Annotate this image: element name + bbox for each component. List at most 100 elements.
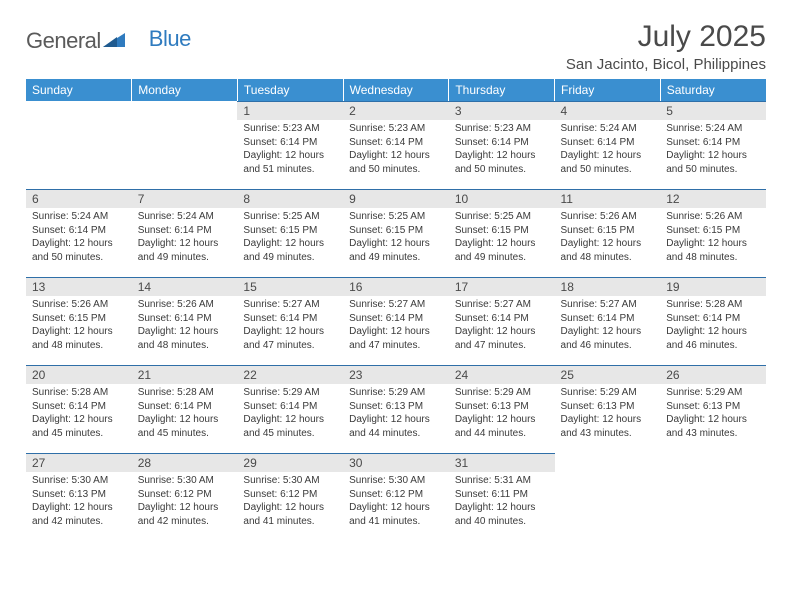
- calendar-week-row: 20Sunrise: 5:28 AMSunset: 6:14 PMDayligh…: [26, 365, 766, 453]
- daylight-line: Daylight: 12 hours and 45 minutes.: [32, 413, 126, 440]
- sunset-line: Sunset: 6:14 PM: [666, 312, 760, 326]
- sunrise-line: Sunrise: 5:28 AM: [32, 386, 126, 400]
- day-details: Sunrise: 5:27 AMSunset: 6:14 PMDaylight:…: [343, 296, 449, 365]
- sunrise-line: Sunrise: 5:23 AM: [349, 122, 443, 136]
- sunrise-line: Sunrise: 5:26 AM: [138, 298, 232, 312]
- sunset-line: Sunset: 6:15 PM: [666, 224, 760, 238]
- calendar-cell: 18Sunrise: 5:27 AMSunset: 6:14 PMDayligh…: [555, 277, 661, 365]
- sunrise-line: Sunrise: 5:26 AM: [561, 210, 655, 224]
- calendar-cell: 30Sunrise: 5:30 AMSunset: 6:12 PMDayligh…: [343, 453, 449, 541]
- daylight-line: Daylight: 12 hours and 41 minutes.: [349, 501, 443, 528]
- day-details: Sunrise: 5:27 AMSunset: 6:14 PMDaylight:…: [237, 296, 343, 365]
- day-details: Sunrise: 5:24 AMSunset: 6:14 PMDaylight:…: [555, 120, 661, 189]
- sunset-line: Sunset: 6:13 PM: [455, 400, 549, 414]
- calendar-cell: 20 Sunrise: 5:28 AMSunset: 6:14 PMDayligh…: [26, 365, 132, 453]
- day-number: 20: [26, 365, 132, 384]
- sunrise-line: Sunrise: 5:24 AM: [561, 122, 655, 136]
- daylight-line: Daylight: 12 hours and 44 minutes.: [349, 413, 443, 440]
- day-number: 3: [449, 101, 555, 120]
- day-details: Sunrise: 5:29 AMSunset: 6:13 PMDaylight:…: [555, 384, 661, 453]
- daylight-line: Daylight: 12 hours and 48 minutes.: [561, 237, 655, 264]
- weekday-header: Monday: [132, 79, 238, 101]
- daylight-line: Daylight: 12 hours and 45 minutes.: [138, 413, 232, 440]
- sunset-line: Sunset: 6:14 PM: [561, 136, 655, 150]
- daylight-line: Daylight: 12 hours and 49 minutes.: [243, 237, 337, 264]
- logo: General Blue: [26, 28, 191, 54]
- day-number: 25: [555, 365, 661, 384]
- sunset-line: Sunset: 6:14 PM: [243, 312, 337, 326]
- calendar-cell: [132, 101, 238, 189]
- daylight-line: Daylight: 12 hours and 42 minutes.: [138, 501, 232, 528]
- sunrise-line: Sunrise: 5:27 AM: [455, 298, 549, 312]
- sunrise-line: Sunrise: 5:29 AM: [455, 386, 549, 400]
- sunrise-line: Sunrise: 5:27 AM: [243, 298, 337, 312]
- month-title: July 2025: [566, 20, 766, 54]
- weekday-header: Thursday: [449, 79, 555, 101]
- sunrise-line: Sunrise: 5:23 AM: [455, 122, 549, 136]
- calendar-cell: 2Sunrise: 5:23 AMSunset: 6:14 PMDaylight…: [343, 101, 449, 189]
- calendar-cell: 19Sunrise: 5:28 AMSunset: 6:14 PMDayligh…: [660, 277, 766, 365]
- day-details: Sunrise: 5:26 AMSunset: 6:14 PMDaylight:…: [132, 296, 238, 365]
- day-details: Sunrise: 5:26 AMSunset: 6:15 PMDaylight:…: [660, 208, 766, 277]
- daylight-line: Daylight: 12 hours and 49 minutes.: [138, 237, 232, 264]
- day-details: Sunrise: 5:29 AMSunset: 6:13 PMDaylight:…: [343, 384, 449, 453]
- day-details: Sunrise: 5:30 AMSunset: 6:13 PMDaylight:…: [26, 472, 132, 541]
- sunset-line: Sunset: 6:14 PM: [243, 136, 337, 150]
- day-details: Sunrise: 5:23 AMSunset: 6:14 PMDaylight:…: [237, 120, 343, 189]
- sunrise-line: Sunrise: 5:28 AM: [138, 386, 232, 400]
- day-details: Sunrise: 5:23 AMSunset: 6:14 PMDaylight:…: [343, 120, 449, 189]
- daylight-line: Daylight: 12 hours and 46 minutes.: [666, 325, 760, 352]
- day-details: Sunrise: 5:30 AMSunset: 6:12 PMDaylight:…: [343, 472, 449, 541]
- sunset-line: Sunset: 6:14 PM: [138, 312, 232, 326]
- day-details: Sunrise: 5:26 AMSunset: 6:15 PMDaylight:…: [555, 208, 661, 277]
- sunset-line: Sunset: 6:15 PM: [32, 312, 126, 326]
- sunset-line: Sunset: 6:11 PM: [455, 488, 549, 502]
- day-details: Sunrise: 5:24 AMSunset: 6:14 PMDaylight:…: [660, 120, 766, 189]
- daylight-line: Daylight: 12 hours and 49 minutes.: [455, 237, 549, 264]
- day-number: 31: [449, 453, 555, 472]
- sunrise-line: Sunrise: 5:29 AM: [561, 386, 655, 400]
- daylight-line: Daylight: 12 hours and 48 minutes.: [32, 325, 126, 352]
- sunset-line: Sunset: 6:13 PM: [32, 488, 126, 502]
- daylight-line: Daylight: 12 hours and 50 minutes.: [455, 149, 549, 176]
- day-number: 12: [660, 189, 766, 208]
- day-details: Sunrise: 5:30 AMSunset: 6:12 PMDaylight:…: [237, 472, 343, 541]
- sunrise-line: Sunrise: 5:29 AM: [243, 386, 337, 400]
- sunrise-line: Sunrise: 5:30 AM: [138, 474, 232, 488]
- logo-word1: General: [26, 28, 101, 54]
- sunset-line: Sunset: 6:12 PM: [243, 488, 337, 502]
- day-number: 22: [237, 365, 343, 384]
- daylight-line: Daylight: 12 hours and 45 minutes.: [243, 413, 337, 440]
- weekday-header: Sunday: [26, 79, 132, 101]
- calendar-cell: 31Sunrise: 5:31 AMSunset: 6:11 PMDayligh…: [449, 453, 555, 541]
- sunset-line: Sunset: 6:14 PM: [138, 224, 232, 238]
- day-details: Sunrise: 5:29 AMSunset: 6:13 PMDaylight:…: [660, 384, 766, 453]
- calendar-cell: 3Sunrise: 5:23 AMSunset: 6:14 PMDaylight…: [449, 101, 555, 189]
- calendar-cell: 4Sunrise: 5:24 AMSunset: 6:14 PMDaylight…: [555, 101, 661, 189]
- calendar-cell: 17Sunrise: 5:27 AMSunset: 6:14 PMDayligh…: [449, 277, 555, 365]
- sunrise-line: Sunrise: 5:30 AM: [32, 474, 126, 488]
- daylight-line: Daylight: 12 hours and 41 minutes.: [243, 501, 337, 528]
- calendar-cell: 26Sunrise: 5:29 AMSunset: 6:13 PMDayligh…: [660, 365, 766, 453]
- day-details: Sunrise: 5:25 AMSunset: 6:15 PMDaylight:…: [449, 208, 555, 277]
- sunrise-line: Sunrise: 5:27 AM: [561, 298, 655, 312]
- calendar-cell: 1Sunrise: 5:23 AMSunset: 6:14 PMDaylight…: [237, 101, 343, 189]
- calendar-cell: 16Sunrise: 5:27 AMSunset: 6:14 PMDayligh…: [343, 277, 449, 365]
- calendar-cell: 14Sunrise: 5:26 AMSunset: 6:14 PMDayligh…: [132, 277, 238, 365]
- calendar-cell: 29Sunrise: 5:30 AMSunset: 6:12 PMDayligh…: [237, 453, 343, 541]
- calendar-cell: [26, 101, 132, 189]
- calendar-cell: 22Sunrise: 5:29 AMSunset: 6:14 PMDayligh…: [237, 365, 343, 453]
- sunset-line: Sunset: 6:14 PM: [32, 400, 126, 414]
- calendar-cell: 27Sunrise: 5:30 AMSunset: 6:13 PMDayligh…: [26, 453, 132, 541]
- day-number: 10: [449, 189, 555, 208]
- sunrise-line: Sunrise: 5:29 AM: [349, 386, 443, 400]
- day-details: Sunrise: 5:25 AMSunset: 6:15 PMDaylight:…: [237, 208, 343, 277]
- sunset-line: Sunset: 6:13 PM: [666, 400, 760, 414]
- daylight-line: Daylight: 12 hours and 49 minutes.: [349, 237, 443, 264]
- sunset-line: Sunset: 6:14 PM: [138, 400, 232, 414]
- sunset-line: Sunset: 6:14 PM: [666, 136, 760, 150]
- calendar-cell: 13Sunrise: 5:26 AMSunset: 6:15 PMDayligh…: [26, 277, 132, 365]
- day-number: 29: [237, 453, 343, 472]
- sunrise-line: Sunrise: 5:26 AM: [32, 298, 126, 312]
- sunset-line: Sunset: 6:13 PM: [349, 400, 443, 414]
